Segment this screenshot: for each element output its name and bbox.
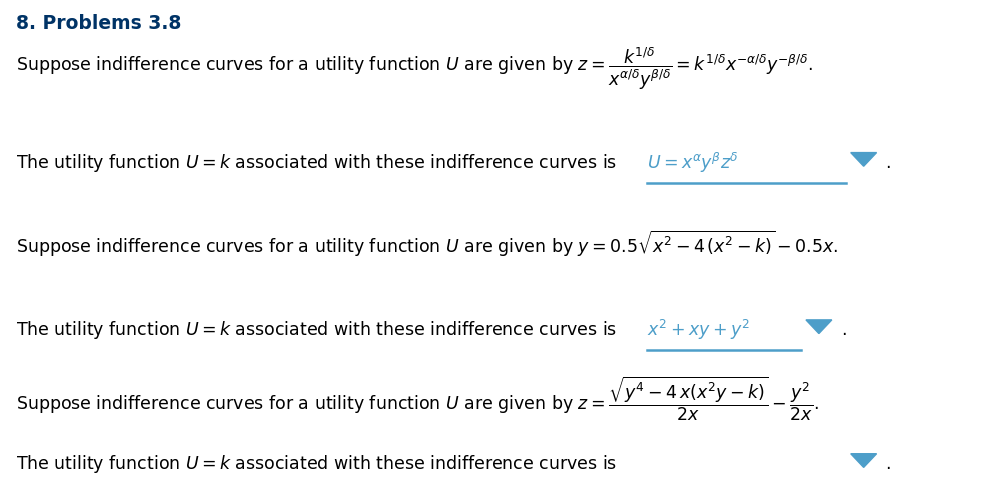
Text: The utility function $U = k$ associated with these indifference curves is: The utility function $U = k$ associated … xyxy=(16,152,616,174)
Text: 8. Problems 3.8: 8. Problems 3.8 xyxy=(16,14,181,33)
Polygon shape xyxy=(805,320,831,334)
Text: $x^2 + xy + y^2$: $x^2 + xy + y^2$ xyxy=(646,318,748,342)
Text: .: . xyxy=(885,455,891,473)
Text: Suppose indifference curves for a utility function $U$ are given by $y = 0.5\sqr: Suppose indifference curves for a utilit… xyxy=(16,229,837,259)
Text: The utility function $U = k$ associated with these indifference curves is: The utility function $U = k$ associated … xyxy=(16,453,616,475)
Polygon shape xyxy=(850,454,876,467)
Text: Suppose indifference curves for a utility function $U$ are given by $z = \dfrac{: Suppose indifference curves for a utilit… xyxy=(16,46,812,92)
Text: $U = x^{\alpha} y^{\beta} z^{\delta}$: $U = x^{\alpha} y^{\beta} z^{\delta}$ xyxy=(646,150,738,175)
Polygon shape xyxy=(850,152,876,166)
Text: The utility function $U = k$ associated with these indifference curves is: The utility function $U = k$ associated … xyxy=(16,319,616,341)
Text: .: . xyxy=(840,321,846,339)
Text: Suppose indifference curves for a utility function $U$ are given by $z = \dfrac{: Suppose indifference curves for a utilit… xyxy=(16,375,818,424)
Text: .: . xyxy=(885,153,891,172)
